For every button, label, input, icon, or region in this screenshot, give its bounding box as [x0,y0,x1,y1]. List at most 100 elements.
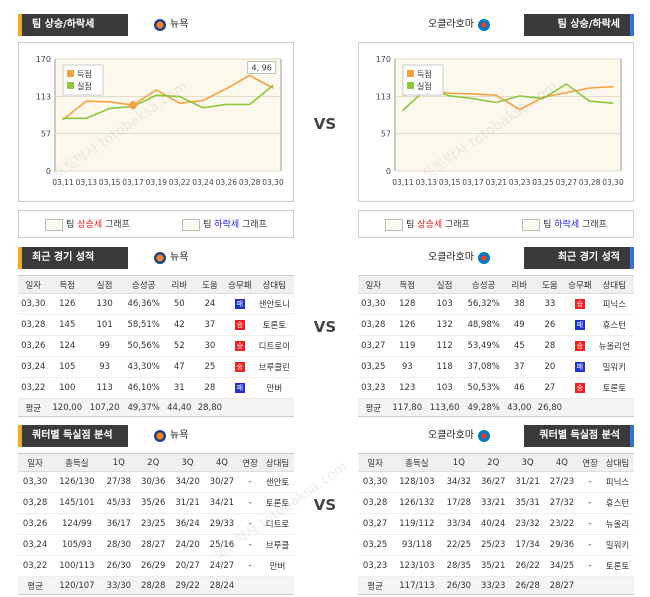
table-cell: 패 [225,377,255,399]
table-cell: 36/17 [101,513,137,535]
table-cell: 36/24 [170,513,205,535]
table-cell: 52 [164,335,195,357]
table-cell: - [579,513,602,535]
table-cell: - [239,471,262,493]
table-cell: 128 [388,293,426,315]
table-row: 03,28 145 101 58,51% 42 37 승 토론토 [18,314,294,336]
table-cell [225,398,255,417]
column-header: 1Q [101,453,137,472]
legend-down-prefix: 팀 [203,220,215,231]
table-cell: 평균 [18,576,53,595]
table-cell: 48,98% [463,314,505,336]
highlight-marker [129,101,137,110]
table-row: 03,23 123 103 50,53% 46 27 승 토론토 [358,377,634,399]
left-quarter-table: 일자 총득실 1Q 2Q 3Q 4Q 연장 상대팀 03,30 126/130 27/38 30/36… [18,453,294,595]
column-header: 총득실 [392,453,442,472]
table-cell: 117,80 [388,398,426,417]
table-cell: 03,28 [18,314,49,336]
table-cell: 46 [504,377,535,399]
table-cell: 토론토 [254,314,294,336]
table-cell: 101 [85,314,124,336]
x-tick-label: 03,25 [532,178,554,187]
data-point [589,100,591,102]
table-cell: 토론토 [261,492,294,514]
x-tick-label: 03,23 [509,178,531,187]
data-point [612,102,614,104]
right-trend-panel: 오클라호마 팀 상승/하락세 0 57 113 170 03,11 03,13 03,15 0… [358,14,634,238]
up-graph-icon [385,218,404,231]
table-cell [261,576,294,595]
table-cell: 28,80 [194,398,226,417]
table-cell: 123 [388,377,426,399]
column-header: 리바 [164,275,195,294]
right-trend-header: 오클라호마 팀 상승/하락세 [358,14,634,36]
legend-up-suffix: 그래프 [102,220,130,231]
result-badge: 승 [234,362,245,372]
table-cell: 126 [48,293,86,315]
table-cell: 브루클 [261,534,294,556]
column-header: 4Q [544,453,580,472]
table-row: 03,22 100 113 46,10% 31 28 패 만버 [18,377,294,399]
data-point [472,93,474,95]
annotation-box [247,60,277,74]
legend-down: 팀 하락세 그래프 [182,217,267,231]
table-cell: 42 [164,314,195,336]
left-trend-panel: 팀 상승/하락세 뉴욕 0 57 113 170 03,11 03,13 03,15 03,1… [18,14,294,238]
x-tick-label: 03,27 [556,178,578,187]
table-cell: 117/113 [392,576,442,595]
table-cell: 100 [48,377,86,399]
x-tick-label: 03,15 [439,178,461,187]
column-header: 2Q [136,453,171,472]
table-cell: 113,60 [425,398,464,417]
result-badge: 승 [574,299,585,309]
table-cell: 디트로 [261,513,294,535]
table-cell: 03,26 [18,335,49,357]
table-row: 03,25 93 118 37,08% 37 20 패 밀워키 [358,356,634,378]
data-point [202,107,204,109]
data-point [472,97,474,100]
table-cell: 28 [194,377,226,399]
table-cell: 03,28 [358,314,389,336]
table-cell: 30/36 [136,471,171,493]
table-cell: 47 [164,356,195,378]
table-cell: 20 [534,356,566,378]
legend-swatch [67,82,74,89]
legend-frame [62,64,104,96]
table-cell: 밀워키 [601,534,634,556]
table-cell: 33 [534,293,566,315]
table-cell: 34/25 [544,555,580,577]
column-header: 도움 [194,275,226,294]
table-header-row: 일자 총득실 1Q 2Q 3Q 4Q 연장 상대팀 [358,453,634,472]
vs-label-2: VS [313,318,337,336]
table-cell: 49 [504,314,535,336]
x-tick-label: 03,21 [486,178,508,187]
data-point [542,97,544,100]
table-cell: 124/99 [52,513,102,535]
table-cell: 03,24 [18,356,49,378]
data-point [519,95,521,97]
data-point [109,107,111,110]
table-row: 03,26 124/99 36/17 23/25 36/24 29/33- 디트로 [18,513,294,535]
table-cell: 105 [48,356,86,378]
table-cell: 패 [565,356,595,378]
table-cell: 승 [565,335,595,357]
table-row: 03,26 124 99 50,56% 52 30 승 디트로이 [18,335,294,357]
table-cell: 30/27 [204,471,240,493]
column-header: 3Q [170,453,205,472]
table-cell: 46,36% [123,293,165,315]
legend-down-prefix: 팀 [543,220,555,231]
table-cell: 03,23 [358,555,393,577]
table-cell: 24 [194,293,226,315]
column-header: 4Q [204,453,240,472]
table-cell: 평균 [358,576,393,595]
table-header-row: 일자 득점 실점 승성공 리바 도움 승무패 상대팀 [358,275,634,294]
table-row: 03,28 126 132 48,98% 49 26 패 휴스턴 [358,314,634,336]
table-row: 03,24 105/93 28/30 28/27 24/20 25/16- 브루클 [18,534,294,556]
column-header: 승무패 [225,275,255,294]
legend-down-word: 하락세 [214,220,240,231]
table-row: 03,30 126/130 27/38 30/36 34/20 30/27- 샌안토 [18,471,294,493]
data-point [402,109,404,111]
data-point [449,95,451,97]
table-cell: 03,30 [358,293,389,315]
table-cell: 만버 [261,555,294,577]
